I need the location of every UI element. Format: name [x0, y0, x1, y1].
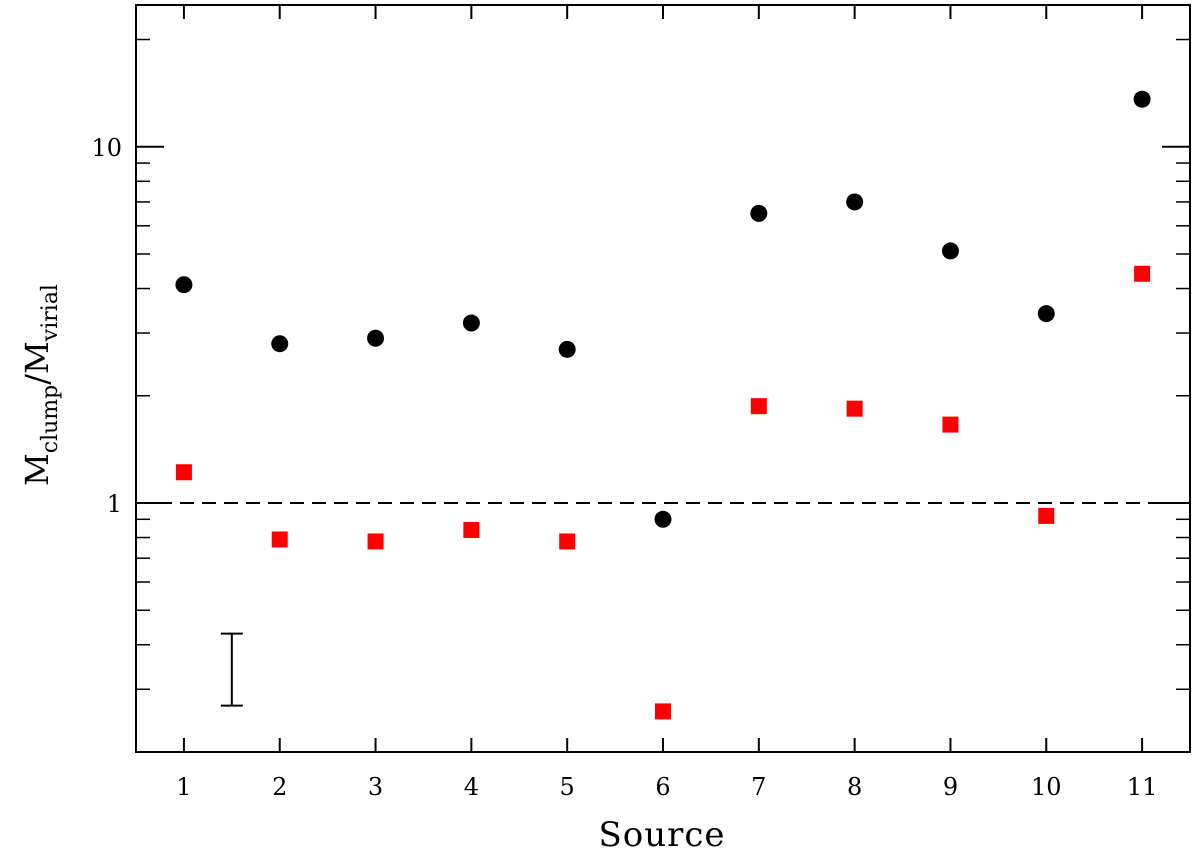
- x-tick-labels: 1 2 3 4 5 6 7 8 9 10 11: [176, 773, 1157, 801]
- y-axis-title-part1: M: [18, 453, 56, 486]
- y-axis-title-part2: M: [18, 341, 56, 374]
- data-point-circle: [1133, 90, 1151, 108]
- x-tick-label: 7: [751, 773, 766, 801]
- data-point-square: [750, 398, 767, 415]
- data-point-circle: [846, 193, 864, 211]
- data-point-circle: [1037, 305, 1055, 323]
- data-point-square: [942, 416, 959, 433]
- data-point-circle: [367, 329, 385, 347]
- x-tick-label: 1: [176, 773, 191, 801]
- x-tick-label: 2: [272, 773, 287, 801]
- data-point-square: [1038, 507, 1055, 524]
- data-point-square: [175, 464, 192, 481]
- data-point-circle: [558, 340, 576, 358]
- data-series: [175, 90, 1151, 720]
- data-point-circle: [654, 510, 672, 528]
- data-point-square: [1134, 265, 1151, 282]
- y-axis-title-separator: /: [18, 374, 56, 385]
- data-point-square: [559, 533, 576, 550]
- x-tick-label: 8: [847, 773, 862, 801]
- error-bar-example: [220, 632, 243, 707]
- y-tick-label: 1: [107, 490, 122, 518]
- x-tick-label: 6: [655, 773, 670, 801]
- y-axis-title: Mclump/Mvirial: [18, 284, 63, 486]
- data-point-circle: [271, 335, 289, 353]
- x-tick-label: 4: [464, 773, 479, 801]
- y-tick-labels: 1 10: [91, 134, 122, 518]
- x-axis-title: Source: [598, 815, 725, 855]
- data-point-circle: [750, 204, 768, 222]
- y-tick-label: 10: [91, 134, 122, 162]
- x-tick-label: 11: [1127, 773, 1158, 801]
- tick-marks: [136, 5, 1190, 753]
- x-tick-label: 10: [1031, 773, 1062, 801]
- data-point-circle: [462, 314, 480, 332]
- data-point-square: [846, 400, 863, 417]
- data-point-square: [367, 533, 384, 550]
- x-tick-label: 3: [368, 773, 383, 801]
- y-axis-title-part1-sub: clump: [38, 385, 63, 453]
- x-tick-label: 9: [943, 773, 958, 801]
- x-tick-label: 5: [560, 773, 575, 801]
- data-point-circle: [175, 276, 193, 294]
- data-point-square: [271, 531, 288, 548]
- y-axis-title-part2-sub: virial: [38, 284, 63, 342]
- data-point-circle: [941, 242, 959, 260]
- data-point-square: [463, 521, 480, 538]
- data-point-square: [655, 703, 671, 720]
- plot-frame: [135, 4, 1191, 753]
